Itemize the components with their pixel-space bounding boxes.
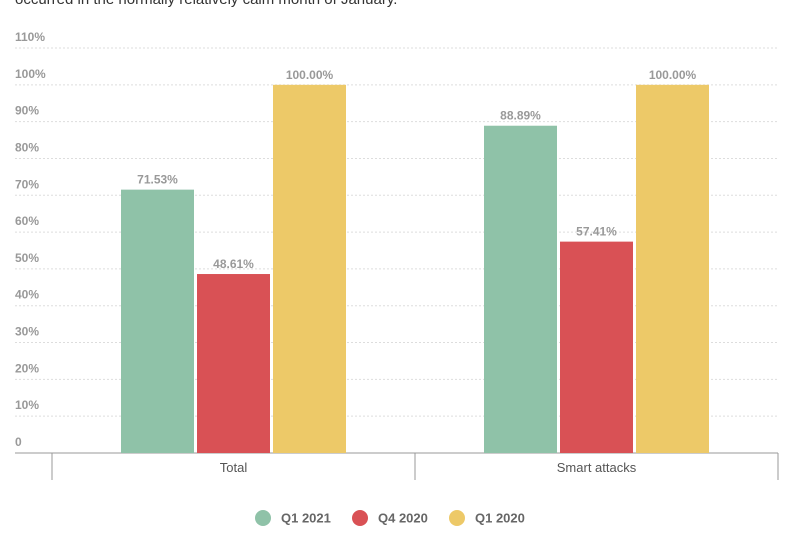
value-label: 88.89% xyxy=(500,109,541,123)
value-label: 100.00% xyxy=(286,68,334,82)
y-tick-label: 100% xyxy=(15,67,46,81)
y-tick-label: 20% xyxy=(15,361,39,375)
legend-label: Q1 2021 xyxy=(281,510,331,525)
legend-label: Q4 2020 xyxy=(378,510,428,525)
bar xyxy=(273,84,346,454)
value-label: 48.61% xyxy=(213,257,254,271)
legend-swatch xyxy=(352,510,368,526)
y-tick-label: 10% xyxy=(15,398,39,412)
x-tick-label: Smart attacks xyxy=(557,460,637,475)
value-label: 57.41% xyxy=(576,225,617,239)
bar xyxy=(560,241,633,453)
legend-label: Q1 2020 xyxy=(475,510,525,525)
y-tick-label: 50% xyxy=(15,251,39,265)
y-tick-label: 30% xyxy=(15,325,39,339)
legend-swatch xyxy=(255,510,271,526)
bar xyxy=(484,125,557,454)
bar xyxy=(197,274,270,453)
bar xyxy=(636,84,709,454)
x-tick-label: Total xyxy=(220,460,248,475)
y-tick-label: 40% xyxy=(15,288,39,302)
value-label: 71.53% xyxy=(137,173,178,187)
y-tick-label: 0 xyxy=(15,435,22,449)
y-tick-label: 60% xyxy=(15,214,39,228)
y-tick-label: 70% xyxy=(15,177,39,191)
y-tick-label: 80% xyxy=(15,140,39,154)
y-tick-label: 90% xyxy=(15,104,39,118)
legend-swatch xyxy=(449,510,465,526)
chart-subtitle: occurred in the normally relatively calm… xyxy=(15,0,397,8)
y-tick-label: 110% xyxy=(15,30,45,44)
bar xyxy=(121,189,194,454)
value-label: 100.00% xyxy=(649,68,697,82)
